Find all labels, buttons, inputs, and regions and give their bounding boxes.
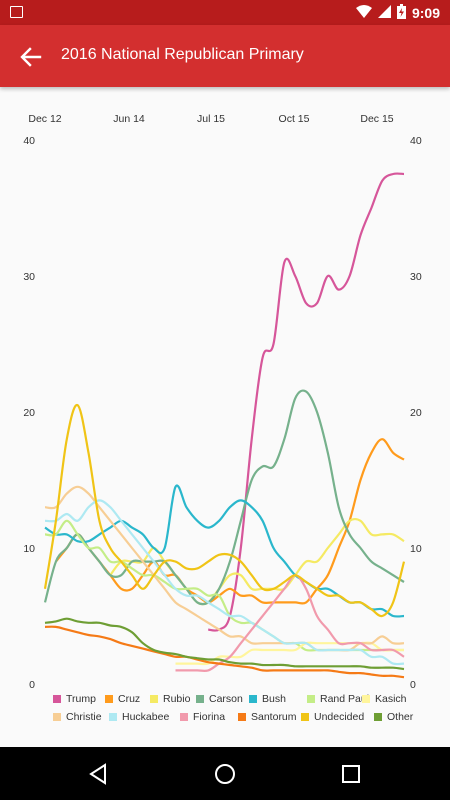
legend-swatch <box>53 695 61 703</box>
signal-icon <box>377 5 391 21</box>
y-tick-label: 0 <box>29 679 35 691</box>
poll-chart[interactable]: Dec 12 Jun 14 Jul 15 Oct 15 Dec 15 0 0 10 10 20 20… <box>0 87 450 747</box>
legend-label: Cruz <box>118 693 141 705</box>
x-tick-label: Oct 15 <box>279 113 310 125</box>
series-line-other <box>44 617 405 671</box>
legend-swatch <box>301 713 309 721</box>
legend-item-trump: Trump <box>53 693 96 705</box>
legend-label: Undecided <box>314 711 365 723</box>
legend-item-christie: Christie <box>53 711 102 723</box>
y-tick-label: 20 <box>23 407 35 419</box>
legend-label: Rubio <box>163 693 191 705</box>
legend-swatch <box>105 695 113 703</box>
legend-swatch <box>53 713 61 721</box>
legend-swatch <box>374 713 382 721</box>
page-title: 2016 National Republican Primary <box>61 46 304 63</box>
series-line-santorum <box>44 625 405 679</box>
wifi-icon <box>355 5 372 21</box>
legend-label: Christie <box>66 711 102 723</box>
back-arrow-icon[interactable] <box>16 42 46 72</box>
legend-label: Fiorina <box>193 711 226 723</box>
chart-svg: Dec 12 Jun 14 Jul 15 Oct 15 Dec 15 0 0 10 10 20 20… <box>23 113 422 691</box>
series-line-rand-paul <box>44 519 404 652</box>
legend-swatch <box>109 713 117 721</box>
battery-icon <box>396 4 406 22</box>
clock-time: 9:09 <box>411 5 440 21</box>
legend-label: Santorum <box>251 711 297 723</box>
series-line-cruz <box>55 438 405 605</box>
legend-swatch <box>180 713 188 721</box>
y-tick-label: 40 <box>410 135 422 147</box>
y-tick-label: 10 <box>23 543 35 555</box>
legend-item-cruz: Cruz <box>105 693 140 705</box>
series-line-carson <box>43 389 405 606</box>
legend-item-kasich: Kasich <box>362 693 407 705</box>
legend-label: Trump <box>66 693 96 705</box>
navigation-bar <box>0 747 450 800</box>
y-tick-label: 10 <box>410 543 422 555</box>
legend-swatch <box>249 695 257 703</box>
series-line-kasich <box>175 641 404 666</box>
home-circle-icon[interactable] <box>212 761 238 787</box>
x-tick-label: Dec 15 <box>360 113 393 125</box>
series-line-fiorina <box>175 574 405 672</box>
legend-label: Rand Paul <box>320 693 370 705</box>
legend-item-santorum: Santorum <box>238 711 297 723</box>
legend-swatch <box>307 695 315 703</box>
series-line-undecided <box>43 404 406 618</box>
legend-item-huckabee: Huckabee <box>109 711 169 723</box>
x-tick-label: Jul 15 <box>197 113 225 125</box>
legend-item-carson: Carson <box>196 693 243 705</box>
status-bar: 9:09 <box>0 0 450 25</box>
legend-label: Bush <box>262 693 286 705</box>
back-triangle-icon[interactable] <box>86 761 112 787</box>
legend-item-rand-paul: Rand Paul <box>307 693 369 705</box>
app-bar: 2016 National Republican Primary <box>0 25 450 87</box>
legend-item-undecided: Undecided <box>301 711 364 723</box>
x-tick-label: Dec 12 <box>28 113 61 125</box>
legend-label: Kasich <box>375 693 407 705</box>
y-tick-label: 0 <box>410 679 416 691</box>
recents-square-icon[interactable] <box>338 761 364 787</box>
legend-item-other: Other <box>374 711 413 723</box>
legend-label: Other <box>387 711 414 723</box>
legend-label: Carson <box>209 693 243 705</box>
legend-label: Huckabee <box>122 711 170 723</box>
y-tick-label: 30 <box>23 271 35 283</box>
legend-swatch <box>196 695 204 703</box>
legend-swatch <box>238 713 246 721</box>
y-tick-label: 30 <box>410 271 422 283</box>
legend-item-bush: Bush <box>249 693 286 705</box>
series-line-huckabee <box>44 499 405 666</box>
status-icons: 9:09 <box>355 4 440 22</box>
legend-item-rubio: Rubio <box>150 693 190 705</box>
y-tick-label: 20 <box>410 407 422 419</box>
y-tick-label: 40 <box>23 135 35 147</box>
x-tick-label: Jun 14 <box>113 113 145 125</box>
legend-item-fiorina: Fiorina <box>180 711 225 723</box>
legend-swatch <box>150 695 158 703</box>
image-notification-icon <box>10 6 23 18</box>
series-line-trump <box>208 172 405 632</box>
legend-swatch <box>362 695 370 703</box>
